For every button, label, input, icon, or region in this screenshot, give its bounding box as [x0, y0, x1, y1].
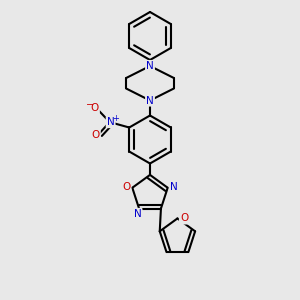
Text: N: N: [107, 117, 115, 127]
Text: +: +: [112, 114, 118, 123]
Text: N: N: [170, 182, 178, 192]
Text: O: O: [92, 130, 100, 140]
Text: N: N: [146, 61, 154, 71]
Text: O: O: [91, 103, 99, 113]
Text: O: O: [180, 213, 188, 224]
Text: N: N: [146, 95, 154, 106]
Text: N: N: [134, 209, 141, 219]
Text: −: −: [86, 100, 94, 110]
Text: O: O: [122, 182, 130, 192]
